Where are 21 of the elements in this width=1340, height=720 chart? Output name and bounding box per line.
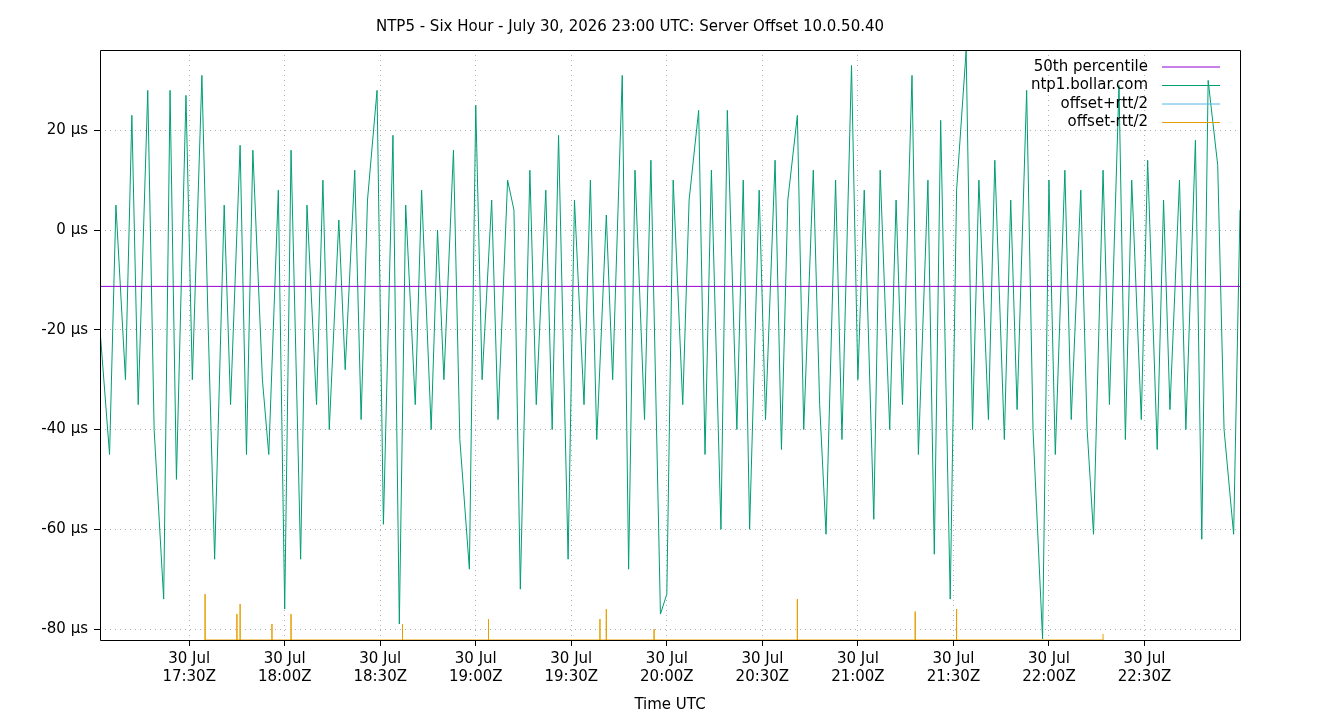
x-tick-label: 30 Jul 21:00Z — [831, 648, 885, 685]
x-tick-label: 30 Jul 20:30Z — [735, 648, 790, 685]
x-tick-label: 30 Jul 19:00Z — [449, 648, 503, 685]
x-tick-label: 30 Jul 22:00Z — [1022, 648, 1076, 685]
y-tick-label: -40 µs — [41, 419, 89, 438]
chart-title: NTP5 - Six Hour - July 30, 2026 23:00 UTC: Server Offset 10.0.50.40 — [375, 16, 885, 35]
legend-label: 50th percentile — [1033, 56, 1148, 75]
x-axis-title: Time UTC — [633, 694, 706, 713]
x-tick-label: 30 Jul 21:30Z — [926, 648, 981, 685]
x-tick-label: 30 Jul 17:30Z — [162, 648, 216, 685]
y-tick-label: -60 µs — [41, 519, 89, 538]
x-tick-label: 30 Jul 18:00Z — [257, 648, 312, 685]
x-tick-label: 30 Jul 22:30Z — [1117, 648, 1172, 685]
legend-label: ntp1.bollar.com — [1030, 75, 1148, 94]
y-tick-label: 20 µs — [46, 120, 89, 139]
x-tick-label: 30 Jul 19:30Z — [544, 648, 599, 685]
x-tick-label: 30 Jul 18:30Z — [353, 648, 407, 685]
y-tick-label: 0 µs — [56, 219, 89, 238]
y-tick-label: -20 µs — [41, 319, 89, 338]
x-tick-label: 30 Jul 20:00Z — [640, 648, 694, 685]
y-tick-label: -80 µs — [41, 618, 89, 637]
